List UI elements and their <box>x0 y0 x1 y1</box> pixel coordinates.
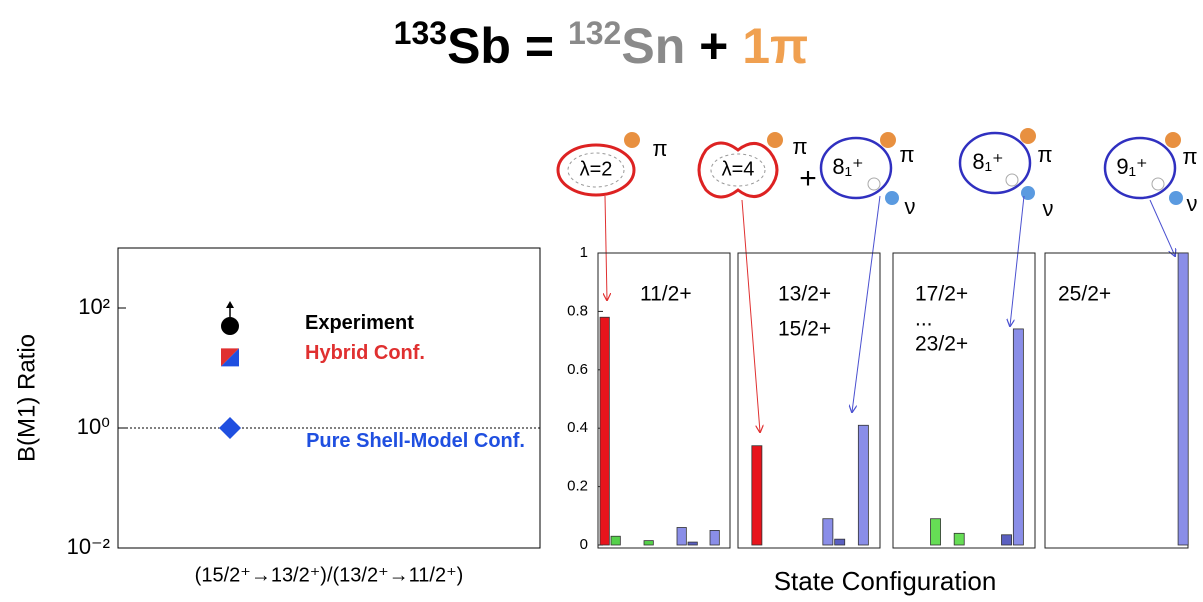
bar <box>931 519 941 545</box>
diagram-label: π <box>1037 142 1052 167</box>
bar <box>954 533 964 545</box>
title-part: Sb <box>447 18 511 74</box>
state-label: 15/2+ <box>778 318 831 341</box>
y-tick-label: 0.2 <box>567 478 588 495</box>
state-label: ... <box>915 308 933 331</box>
diagram-label: λ=2 <box>580 158 613 180</box>
legend-box: Hybrid Conf. <box>305 338 530 402</box>
legend-label: Hybrid Conf. <box>305 338 530 368</box>
y-tick-label: 10² <box>78 294 110 319</box>
lower-limit-head <box>226 301 234 308</box>
x-axis-label: State Configuration <box>774 566 997 596</box>
legend-label: Experiment <box>305 308 530 338</box>
y-tick-label: 10⁰ <box>77 414 110 439</box>
title-part: + <box>685 18 742 74</box>
bar <box>688 542 697 545</box>
title-part: 1π <box>742 18 808 74</box>
diagram-label: ν <box>1043 196 1054 221</box>
diagram-label: π <box>792 134 807 159</box>
y-tick-label: 0.8 <box>567 302 588 319</box>
bar <box>611 536 620 545</box>
title-part: 132 <box>568 15 621 51</box>
y-tick-label: 1 <box>580 244 588 261</box>
y-tick-label: 10⁻² <box>67 534 110 559</box>
bar <box>677 527 686 545</box>
diagram-label: 8₁⁺ <box>972 149 1003 174</box>
legend-label: Pure Shell-Model Conf. <box>300 426 525 456</box>
bar <box>710 530 719 545</box>
figure: 133Sb = 132Sn + 1π λ=2πλ=4π+8₁⁺πν8₁⁺πν9₁… <box>0 0 1203 602</box>
state-label: 17/2+ <box>915 283 968 306</box>
bar <box>1013 329 1023 545</box>
diagram-label: ν <box>1187 191 1198 216</box>
bar <box>858 425 868 545</box>
bar <box>835 539 845 545</box>
state-label: 13/2+ <box>778 283 831 306</box>
diagram-label: π <box>899 142 914 167</box>
y-tick-label: 0.6 <box>567 361 588 378</box>
y-axis-label: B(M1) Ratio <box>13 334 40 462</box>
bar <box>644 541 653 545</box>
y-tick-label: 0 <box>580 536 588 553</box>
experiment-marker <box>221 317 239 335</box>
diagram-label: ν <box>905 194 916 219</box>
state-label: 11/2+ <box>640 283 692 306</box>
title-part: 133 <box>394 15 447 51</box>
diagram-label: π <box>1182 144 1197 169</box>
bar <box>823 519 833 545</box>
state-label: 23/2+ <box>915 333 968 356</box>
state-label: 25/2+ <box>1058 283 1111 306</box>
title-part: Sn <box>621 18 685 74</box>
diagram-label: λ=4 <box>722 158 755 180</box>
x-axis-label: (15/2⁺→13/2⁺)/(13/2⁺→11/2⁺) <box>195 564 464 586</box>
bar <box>600 317 609 545</box>
bar <box>752 446 762 545</box>
y-tick-label: 0.4 <box>567 419 588 436</box>
diagram-label: 9₁⁺ <box>1116 154 1147 179</box>
diagram-label: 8₁⁺ <box>832 154 863 179</box>
title-part: = <box>511 18 568 74</box>
diamond-marker <box>219 417 241 439</box>
diagram-shapes <box>558 128 1183 432</box>
legend-box: Pure Shell-Model Conf. <box>300 426 525 490</box>
diagram-label: + <box>799 162 817 195</box>
bar <box>1002 535 1012 545</box>
title: 133Sb = 132Sn + 1π <box>394 15 809 74</box>
diagram-label: π <box>652 136 667 161</box>
bar <box>1178 253 1188 545</box>
